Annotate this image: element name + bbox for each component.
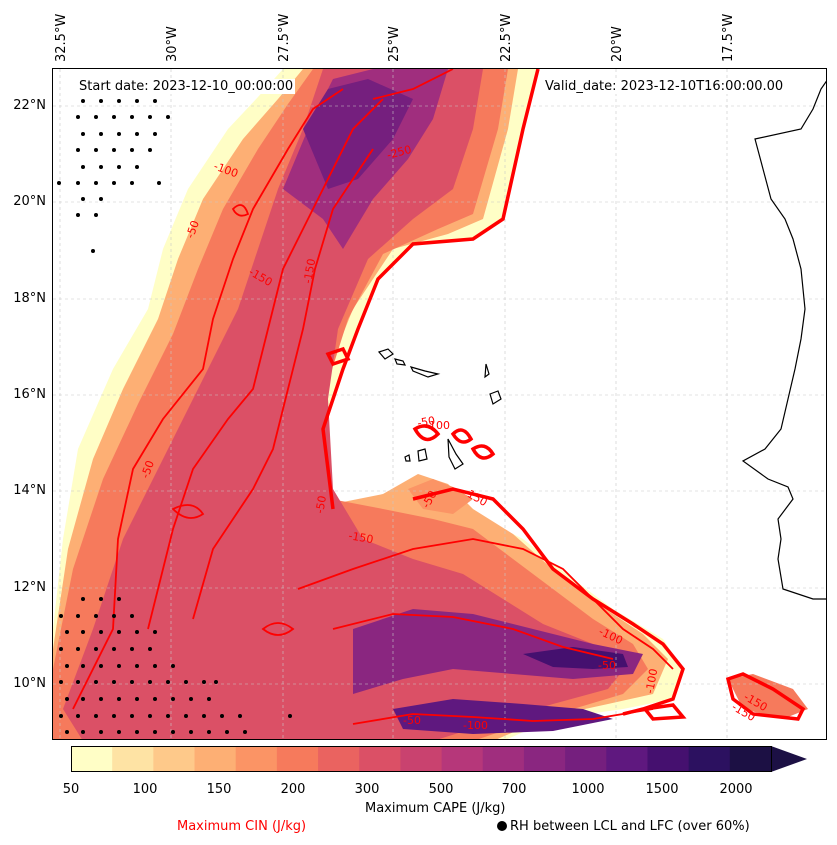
- cape-patch-east: [728, 674, 808, 719]
- lon-label-25w: 25°W: [387, 26, 402, 62]
- colorbar-segment: [647, 746, 690, 772]
- colorbar-tick-300: 300: [354, 782, 380, 797]
- lon-label-32.5w: 32.5°W: [54, 13, 69, 62]
- cin-label-3: -250: [385, 143, 412, 162]
- colorbar-tick-1500: 1500: [645, 782, 679, 797]
- colorbar-tick-50: 50: [62, 782, 80, 797]
- map-panel: -100 -50 -250 -150 -150 -50 -50 -150 -15…: [52, 68, 827, 740]
- cin-label-11: -100: [425, 419, 450, 432]
- colorbar-tick-500: 500: [428, 782, 454, 797]
- colorbar-segment: [194, 746, 237, 772]
- cin-label-6: -50: [139, 459, 157, 480]
- lat-label-12n: 12°N: [13, 580, 46, 595]
- cape-band-south-1500: [523, 647, 628, 669]
- colorbar-segment: [235, 746, 278, 772]
- cin-label-16: -100: [463, 719, 488, 732]
- colorbar-segment: [729, 746, 772, 772]
- island-fogo: [417, 448, 428, 462]
- cape-band-south-dark: [393, 699, 613, 734]
- island-brava: [404, 454, 411, 462]
- colorbar-segment: [606, 746, 648, 772]
- lat-label-14n: 14°N: [13, 483, 46, 498]
- map-gridlines: [53, 69, 826, 739]
- lon-label-17.5w: 17.5°W: [721, 13, 736, 62]
- cin-label-8: -150: [347, 529, 374, 546]
- colorbar-tick-700: 700: [501, 782, 527, 797]
- lat-label-10n: 10°N: [13, 676, 46, 691]
- coastlines: [377, 80, 826, 600]
- colorbar-tick-2000: 2000: [719, 782, 753, 797]
- island-santo-antao: [377, 348, 394, 360]
- colorbar-segment: [688, 746, 731, 772]
- colorbar-segment: [359, 746, 401, 772]
- lon-label-20w: 20°W: [610, 26, 625, 62]
- cape-band-300: [63, 69, 628, 739]
- lon-label-27.5w: 27.5°W: [277, 13, 292, 62]
- colorbar-extend-arrow: [771, 746, 807, 772]
- cape-band-1000: [303, 79, 413, 189]
- cin-contour-labels: -100 -50 -250 -150 -150 -50 -50 -150 -15…: [139, 143, 770, 732]
- colorbar-segment: [523, 746, 566, 772]
- cape-band-south-700: [353, 609, 643, 694]
- colorbar-segment: [71, 746, 113, 772]
- lon-label-30w: 30°W: [165, 26, 180, 62]
- island-boa-vista: [489, 390, 502, 405]
- colorbar-tick-200: 200: [280, 782, 306, 797]
- start-date-label: Start date: 2023-12-10_00:00:00: [77, 79, 296, 94]
- colorbar-tick-1000: 1000: [571, 782, 605, 797]
- colorbar-tick-100: 100: [132, 782, 158, 797]
- lat-label-18n: 18°N: [13, 291, 46, 306]
- cape-colorbar: [71, 746, 807, 772]
- colorbar-segment: [565, 746, 607, 772]
- island-santiago: [447, 438, 464, 470]
- colorbar-segments: [71, 746, 772, 772]
- valid-date-label: Valid_date: 2023-12-10T16:00:00.00: [543, 79, 786, 94]
- cape-patch-islands: [408, 479, 473, 514]
- island-sao-nicolau: [409, 366, 441, 378]
- colorbar-segment: [400, 746, 443, 772]
- colorbar-tick-150: 150: [206, 782, 232, 797]
- cin-label-19: -50: [403, 714, 421, 727]
- colorbar-segment: [482, 746, 525, 772]
- cin-label-2: -50: [184, 219, 202, 240]
- rh-legend: RH between LCL and LFC (over 60%): [497, 819, 750, 834]
- cin-label-5: -150: [301, 258, 318, 285]
- cin-contours: [72, 69, 674, 725]
- african-coastline: [741, 80, 826, 600]
- colorbar-segment: [441, 746, 484, 772]
- cin-legend-label: Maximum CIN (J/kg): [177, 819, 307, 834]
- lat-label-16n: 16°N: [13, 387, 46, 402]
- colorbar-segment: [276, 746, 319, 772]
- cin-label-15: -100: [643, 668, 660, 695]
- colorbar-label: Maximum CAPE (J/kg): [365, 801, 506, 816]
- colorbar-segment: [112, 746, 154, 772]
- lat-label-20n: 20°N: [13, 194, 46, 209]
- cape-colorbar-graphic: [71, 746, 807, 772]
- cin-label-10: -50: [416, 414, 436, 430]
- rh-legend-label: RH between LCL and LFC (over 60%): [510, 819, 750, 834]
- island-sao-vicente: [394, 358, 407, 366]
- rh-dot-icon: [497, 821, 507, 831]
- rh-stipple-southwest: [59, 597, 292, 734]
- cin-label-14: -50: [598, 659, 616, 672]
- colorbar-segment: [318, 746, 360, 772]
- island-sal: [484, 363, 490, 379]
- rh-stipple-northwest: [57, 99, 170, 253]
- cin-contours-bold: [321, 69, 806, 721]
- map-canvas: -100 -50 -250 -150 -150 -50 -50 -150 -15…: [53, 69, 826, 739]
- lon-label-22.5w: 22.5°W: [499, 13, 514, 62]
- colorbar-segment: [153, 746, 196, 772]
- cape-field: [53, 69, 808, 739]
- cin-label-7: -50: [313, 495, 329, 515]
- lat-label-22n: 22°N: [13, 98, 46, 113]
